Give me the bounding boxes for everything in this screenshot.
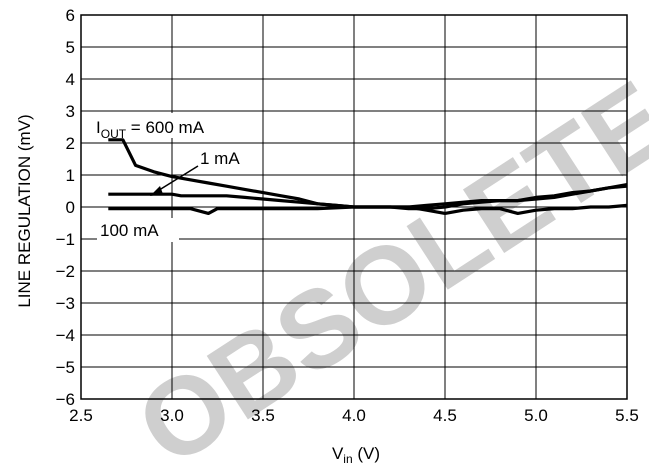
annotation-600ma-sub: OUT (101, 127, 127, 141)
annotation-1ma-bg (195, 146, 245, 170)
x-tick-label: 5.5 (615, 406, 639, 425)
annotation-group: IOUT = 600 mA 1 mA 100 mA (93, 113, 245, 242)
plot-border (80, 14, 628, 400)
y-tick-label: −4 (56, 326, 75, 345)
annotation-600ma-bg (93, 113, 243, 138)
y-tick-label: 0 (66, 198, 75, 217)
x-axis-title: Vin (V) (332, 444, 380, 466)
x-tick-label: 4.5 (433, 406, 457, 425)
annotation-1ma-arrowhead (150, 186, 163, 196)
annotation-100ma-bg (97, 218, 179, 242)
annotation-600ma-prefix: I (96, 118, 101, 137)
annotation-600ma: IOUT = 600 mA (96, 118, 205, 141)
x-axis-title-sub: in (343, 452, 352, 466)
annotation-1ma: 1 mA (200, 149, 240, 168)
y-tick-label: −5 (56, 358, 75, 377)
y-axis-title: LINE REGULATION (mV) (15, 114, 34, 307)
y-tick-label: 1 (66, 166, 75, 185)
x-axis-title-main: V (332, 444, 344, 463)
y-tick-label: 2 (66, 134, 75, 153)
annotation-1ma-arrow-line (155, 165, 199, 193)
x-tick-label: 5.0 (524, 406, 548, 425)
y-tick-label: 5 (66, 38, 75, 57)
y-tick-label: −6 (56, 390, 75, 409)
annotation-600ma-rest: = 600 mA (126, 118, 205, 137)
y-tick-label: 6 (66, 6, 75, 25)
watermark-text: OBSOLETE DEVICE (116, 0, 649, 467)
annotation-100ma: 100 mA (100, 221, 159, 240)
y-tick-label: −2 (56, 262, 75, 281)
series-line-100ma (108, 203, 628, 215)
y-tick-label: 3 (66, 102, 75, 121)
y-tick-label: 4 (66, 70, 75, 89)
series-lines (108, 138, 628, 215)
plot-frame (80, 14, 628, 400)
x-tick-label: 2.5 (69, 406, 93, 425)
y-tick-label: −3 (56, 294, 75, 313)
x-axis-title-unit: (V) (353, 444, 380, 463)
x-tick-label: 4.0 (342, 406, 366, 425)
x-tick-label: 3.5 (251, 406, 275, 425)
tick-labels: 6 5 4 3 2 1 0 −1 −2 −3 −4 −5 −62.5 3.0 3.5 4.0 4.5 5.0 5.5 (56, 6, 639, 425)
watermark: OBSOLETE DEVICE (116, 0, 649, 467)
x-tick-label: 3.0 (160, 406, 184, 425)
y-tick-label: −1 (56, 230, 75, 249)
